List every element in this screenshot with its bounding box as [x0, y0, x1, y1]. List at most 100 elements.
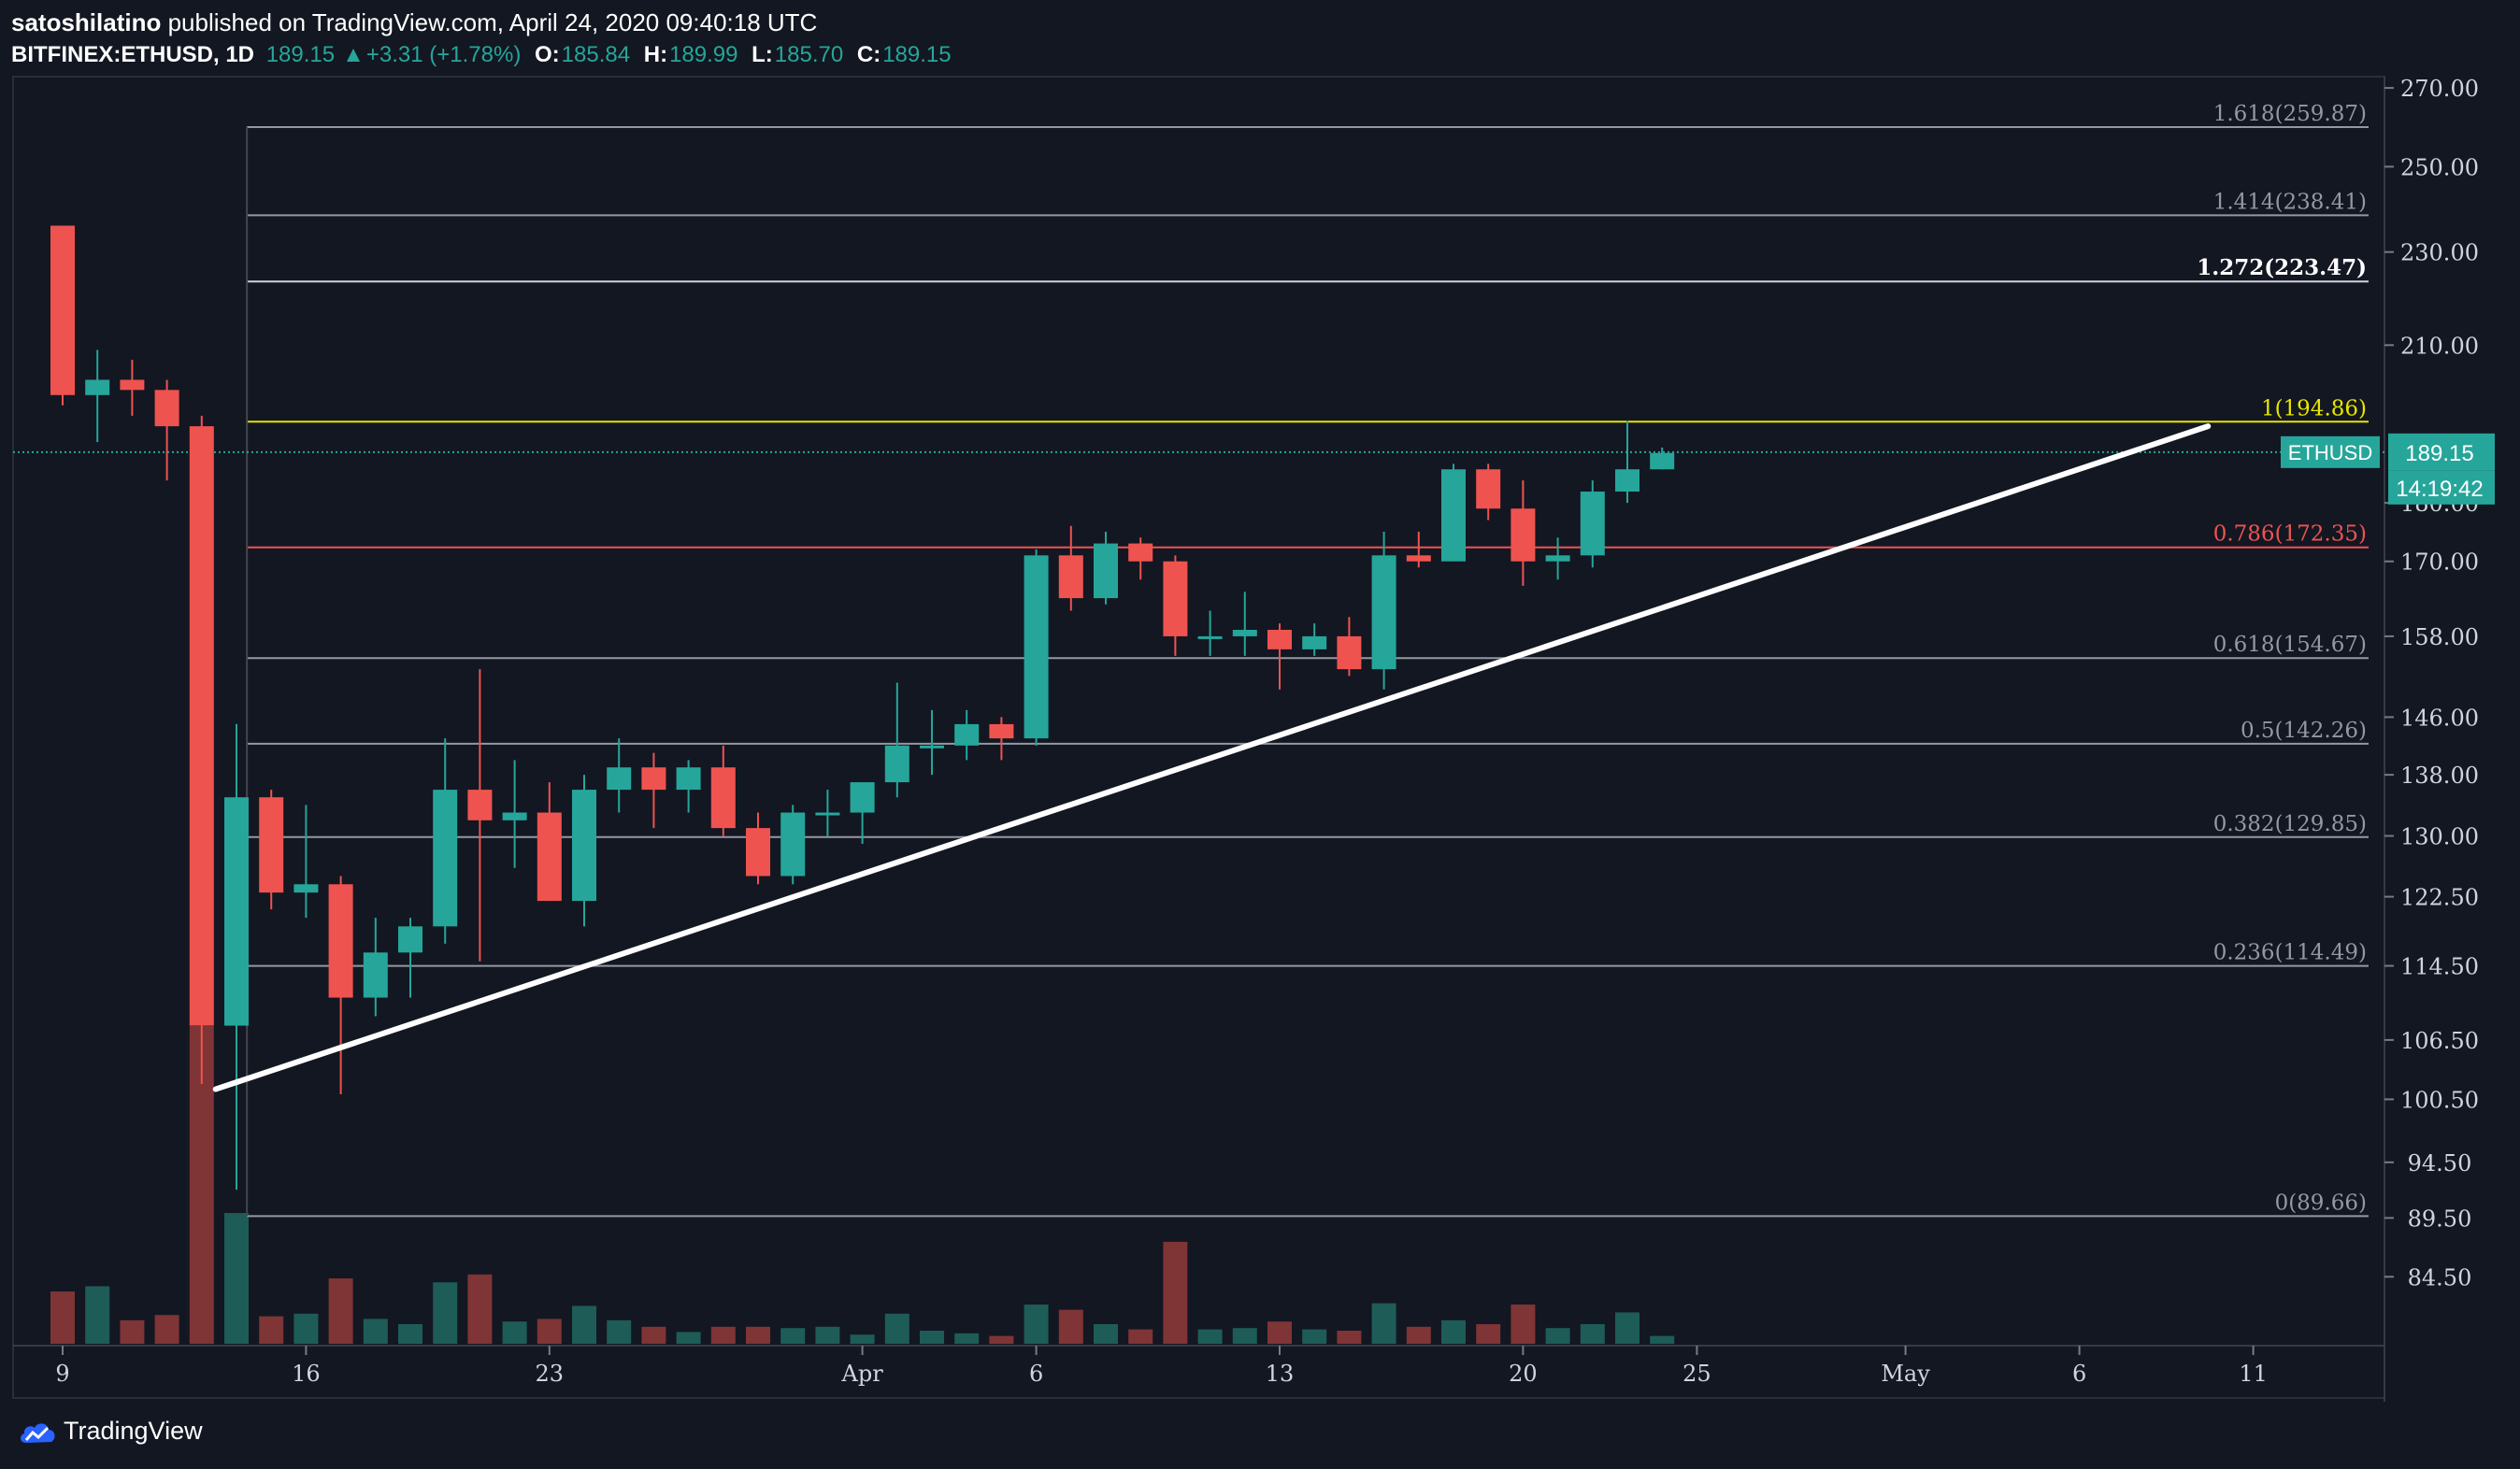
author-name[interactable]: satoshilatino [11, 8, 162, 36]
volume-bar [1094, 1324, 1118, 1344]
volume-bar [710, 1326, 736, 1344]
volume-bar [1024, 1305, 1049, 1344]
volume-bar [1615, 1312, 1639, 1344]
open-value: 185.84 [561, 42, 631, 67]
high-label: H: [643, 42, 668, 67]
price-tick-label: 100.50 [2400, 1087, 2479, 1113]
price-tick-label: 130.00 [2400, 824, 2479, 850]
candle-body [607, 767, 632, 791]
volume-bar [1371, 1303, 1396, 1344]
price-tick-label: 84.50 [2408, 1264, 2472, 1291]
volume-bar [294, 1313, 319, 1344]
volume-bar [502, 1321, 527, 1344]
volume-bar [1197, 1329, 1223, 1344]
candle-body [467, 790, 493, 820]
price-tick-label: 230.00 [2400, 240, 2479, 266]
open-label: O: [534, 42, 560, 67]
price-tick-label: 114.50 [2400, 954, 2479, 980]
candle-body [537, 812, 562, 902]
volume-bar [85, 1286, 110, 1344]
price-tick-label: 158.00 [2400, 624, 2479, 650]
fib-level-label: 1.618(259.87) [2213, 102, 2367, 126]
candle-body [780, 812, 806, 877]
time-tick-label: 13 [1266, 1361, 1295, 1387]
candle-body [1650, 452, 1675, 470]
ascending-trendline [212, 423, 2212, 1092]
low-value: 185.70 [774, 42, 844, 67]
price-tick-label: 146.00 [2400, 705, 2479, 731]
candle-body [433, 790, 458, 927]
candle-body [746, 828, 770, 877]
candle-body [1163, 561, 1188, 636]
candle-body [1406, 555, 1431, 562]
countdown-text: 14:19:42 [2396, 477, 2483, 502]
time-tick-label: 9 [55, 1361, 69, 1387]
symbol-tag-bg [2281, 435, 2380, 468]
current-price-text: 189.15 [2405, 441, 2473, 466]
candle-body [1302, 635, 1327, 649]
symbol-label[interactable]: BITFINEX:ETHUSD, 1D [11, 42, 255, 67]
price-tick-label: 250.00 [2400, 154, 2479, 180]
volume-bar [850, 1334, 875, 1344]
candle-body [363, 952, 388, 998]
candle-body [1094, 543, 1118, 599]
volume-bar [1441, 1319, 1466, 1344]
candle-body [1058, 555, 1083, 599]
volume-bar [607, 1319, 632, 1344]
volume-bar [884, 1313, 909, 1344]
volume-bar [363, 1319, 388, 1344]
price-tick-label: 270.00 [2400, 76, 2479, 102]
tradingview-logo[interactable]: TradingView [17, 1417, 203, 1446]
volume-bar [154, 1315, 179, 1344]
volume-bar [433, 1282, 458, 1344]
candle-body [1197, 635, 1223, 639]
fib-level-label: 0.382(129.85) [2213, 812, 2367, 836]
candle-body [850, 782, 875, 813]
volume-bar [1337, 1331, 1362, 1344]
tradingview-cloud-icon [21, 1422, 55, 1443]
volume-bar [1267, 1321, 1292, 1344]
volume-bar [1058, 1309, 1083, 1344]
candle-body [676, 767, 701, 791]
time-tick-label: 11 [2239, 1361, 2268, 1387]
price-tick-label: 106.50 [2400, 1028, 2479, 1054]
candle-body [572, 790, 596, 902]
fib-level-label: 0.5(142.26) [2241, 719, 2367, 743]
candle-body [884, 745, 909, 783]
symbol-tag-text: ETHUSD [2288, 441, 2372, 464]
time-tick-label: May [1881, 1361, 1930, 1387]
time-tick-label: Apr [841, 1361, 884, 1387]
time-tick-label: 16 [292, 1361, 321, 1387]
fib-level-label: 0(89.66) [2275, 1191, 2367, 1215]
candle-body [328, 884, 353, 998]
candle-body [1267, 629, 1292, 649]
volume-bar [676, 1332, 701, 1344]
candle-body [189, 426, 214, 1026]
price-tick-label: 94.50 [2408, 1150, 2472, 1177]
candle-body [1128, 543, 1153, 562]
volume-bar [1511, 1305, 1536, 1344]
candle-body [1232, 629, 1257, 636]
candle-body [989, 723, 1014, 739]
ohlc-line: BITFINEX:ETHUSD, 1D 189.15 ▲+3.31 (+1.78%… [11, 39, 959, 71]
time-tick-label: 20 [1509, 1361, 1538, 1387]
candle-body [1476, 469, 1501, 509]
time-tick-label: 6 [2072, 1361, 2086, 1387]
volume-bar [920, 1331, 944, 1344]
candle-body [1511, 508, 1536, 562]
time-tick-label: 23 [536, 1361, 565, 1387]
candle-body [50, 225, 75, 395]
fib-level-label: 1.272(223.47) [2197, 255, 2367, 280]
candle-body [85, 379, 110, 395]
price-tick-label: 170.00 [2400, 549, 2479, 576]
candle-body [641, 767, 666, 791]
volume-bar [398, 1324, 422, 1344]
current-price-badge [2388, 433, 2495, 471]
volume-bar [1128, 1329, 1153, 1344]
candle-body [224, 797, 249, 1026]
volume-bar [1163, 1241, 1188, 1344]
volume-bar [1232, 1328, 1257, 1344]
candle-body [1580, 492, 1605, 556]
fib-level-label: 0.618(154.67) [2213, 633, 2367, 657]
